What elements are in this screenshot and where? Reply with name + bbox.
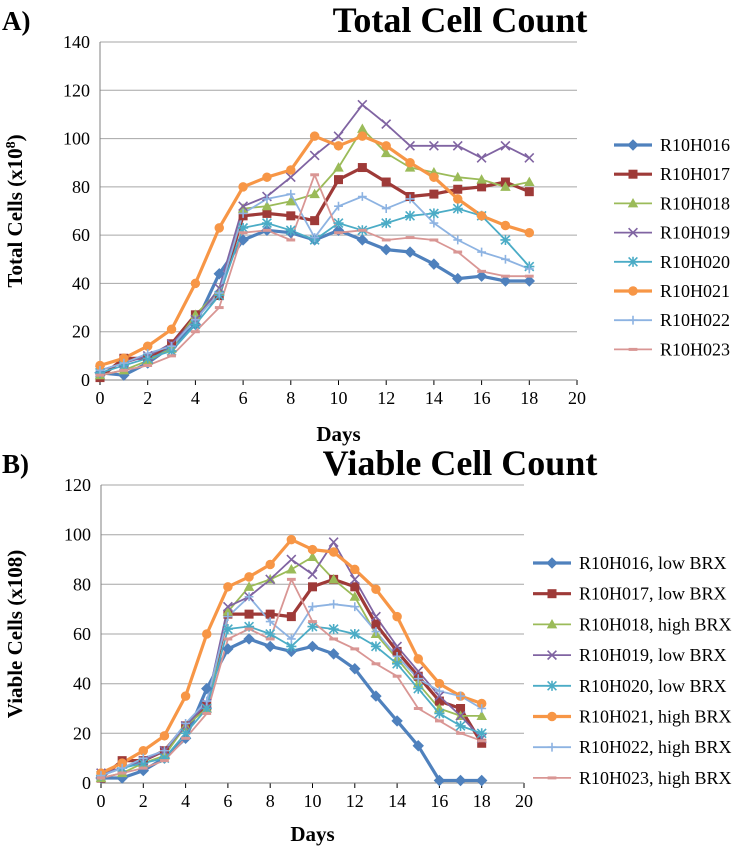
svg-text:140: 140 [63,32,90,52]
svg-text:0: 0 [96,388,105,408]
svg-text:6: 6 [223,791,232,811]
svg-text:R10H018, high BRX: R10H018, high BRX [579,614,732,634]
svg-text:R10H016, low BRX: R10H016, low BRX [579,553,727,573]
svg-text:B): B) [2,449,29,479]
svg-text:Days: Days [290,822,334,846]
svg-text:8: 8 [286,388,295,408]
svg-text:20: 20 [515,791,533,811]
svg-text:6: 6 [239,388,248,408]
svg-text:14: 14 [388,791,406,811]
svg-text:R10H018: R10H018 [660,193,730,213]
svg-text:Viable Cell Count: Viable Cell Count [323,443,598,483]
svg-text:Viable Cells (x108): Viable Cells (x108) [3,550,27,718]
svg-text:R10H017: R10H017 [660,164,730,184]
svg-text:12: 12 [346,791,364,811]
svg-text:8: 8 [266,791,275,811]
svg-text:R10H023, high BRX: R10H023, high BRX [579,768,732,788]
svg-text:18: 18 [473,791,491,811]
svg-text:120: 120 [63,80,90,100]
svg-text:80: 80 [72,177,90,197]
svg-text:Days: Days [316,422,360,446]
svg-text:18: 18 [520,388,538,408]
svg-text:Total Cell Count: Total Cell Count [333,0,588,40]
svg-text:R10H021: R10H021 [660,281,730,301]
svg-text:4: 4 [181,791,190,811]
svg-text:R10H017, low BRX: R10H017, low BRX [579,584,727,604]
svg-text:10: 10 [304,791,322,811]
svg-text:R10H016: R10H016 [660,135,730,155]
svg-text:40: 40 [73,674,91,694]
svg-text:0: 0 [97,791,106,811]
svg-text:60: 60 [72,225,90,245]
svg-text:20: 20 [73,723,91,743]
svg-text:100: 100 [64,525,91,545]
svg-text:2: 2 [143,388,152,408]
svg-text:80: 80 [73,574,91,594]
svg-text:R10H021, high BRX: R10H021, high BRX [579,707,732,727]
svg-text:R10H020, low BRX: R10H020, low BRX [579,676,727,696]
svg-text:20: 20 [568,388,586,408]
svg-text:A): A) [2,6,31,36]
svg-text:0: 0 [81,370,90,390]
svg-text:100: 100 [63,129,90,149]
svg-text:4: 4 [191,388,200,408]
svg-text:16: 16 [430,791,448,811]
svg-text:R10H019, low BRX: R10H019, low BRX [579,645,727,665]
svg-text:0: 0 [82,773,91,793]
svg-text:R10H020: R10H020 [660,252,730,272]
svg-text:20: 20 [72,322,90,342]
svg-text:Total Cells (x108): Total Cells (x108) [3,134,27,287]
svg-text:16: 16 [473,388,491,408]
svg-text:14: 14 [425,388,443,408]
svg-text:2: 2 [139,791,148,811]
svg-text:10: 10 [330,388,348,408]
svg-text:R10H022: R10H022 [660,310,730,330]
svg-text:12: 12 [377,388,395,408]
svg-text:60: 60 [73,624,91,644]
svg-text:R10H019: R10H019 [660,223,730,243]
svg-text:R10H022, high BRX: R10H022, high BRX [579,737,732,757]
svg-text:120: 120 [64,475,91,495]
svg-text:R10H023: R10H023 [660,339,730,359]
svg-text:40: 40 [72,273,90,293]
